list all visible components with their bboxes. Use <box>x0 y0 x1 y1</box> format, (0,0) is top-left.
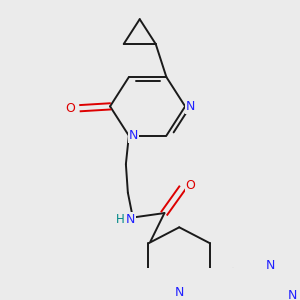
Text: N: N <box>129 129 139 142</box>
Text: H: H <box>116 213 124 226</box>
Text: N: N <box>266 259 275 272</box>
Text: O: O <box>185 179 195 192</box>
Text: O: O <box>66 102 76 115</box>
Text: N: N <box>126 213 136 226</box>
Text: N: N <box>185 100 195 113</box>
Text: N: N <box>288 289 298 300</box>
Text: N: N <box>175 286 184 299</box>
